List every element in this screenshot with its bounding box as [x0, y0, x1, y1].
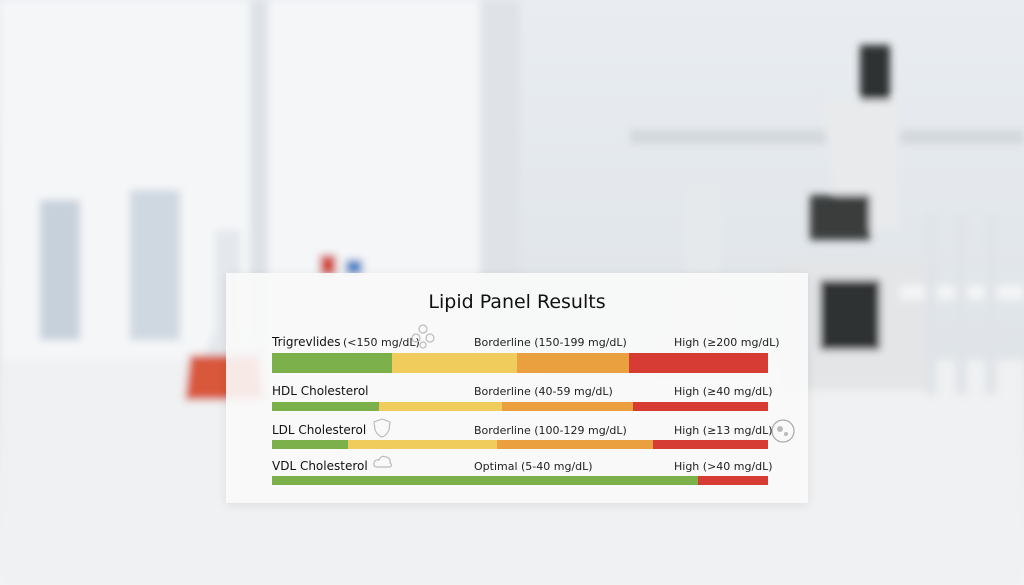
- range-bar-segment: [379, 402, 502, 411]
- borderline-range: Borderline (100-129 mg/dL): [474, 424, 627, 437]
- cell-icon: [771, 419, 795, 443]
- test-name: LDL Cholesterol: [272, 423, 367, 437]
- high-range: High (>40 mg/dL): [674, 460, 773, 473]
- shield-icon: [373, 418, 391, 438]
- range-bar-segment: [517, 353, 629, 373]
- cloud-icon: [373, 455, 393, 468]
- card-title: Lipid Panel Results: [428, 291, 606, 313]
- range-bar-segment: [629, 353, 768, 373]
- high-range: High (≥13 mg/dL): [674, 424, 773, 437]
- optimal-range: Optimal (5-40 mg/dL): [474, 460, 593, 473]
- range-bar-segment: [272, 440, 348, 449]
- range-bar-segment: [272, 353, 392, 373]
- range-bar-segment: [653, 440, 768, 449]
- range-bar-segment: [348, 440, 497, 449]
- range-bar-segment: [272, 402, 379, 411]
- range-bar-segment: [497, 440, 653, 449]
- optimal-range: (<150 mg/dL): [343, 336, 420, 349]
- range-bar-segment: [633, 402, 768, 411]
- range-bar-segment: [272, 476, 698, 485]
- high-range: High (≥200 mg/dL): [674, 336, 780, 349]
- test-name: VDL Cholesterol: [272, 459, 368, 473]
- range-bar-segment: [698, 476, 768, 485]
- test-name: Trigrevlides: [272, 335, 341, 349]
- test-name: HDL Cholesterol: [272, 384, 369, 398]
- range-bar-segment: [502, 402, 633, 411]
- borderline-range: Borderline (150-199 mg/dL): [474, 336, 627, 349]
- borderline-range: Borderline (40-59 mg/dL): [474, 385, 613, 398]
- range-bar-segment: [392, 353, 517, 373]
- molecule-icon: [411, 324, 435, 349]
- high-range: High (≥40 mg/dL): [674, 385, 773, 398]
- results-card: Lipid Panel Results Trigrevlides (<150 m…: [226, 273, 808, 503]
